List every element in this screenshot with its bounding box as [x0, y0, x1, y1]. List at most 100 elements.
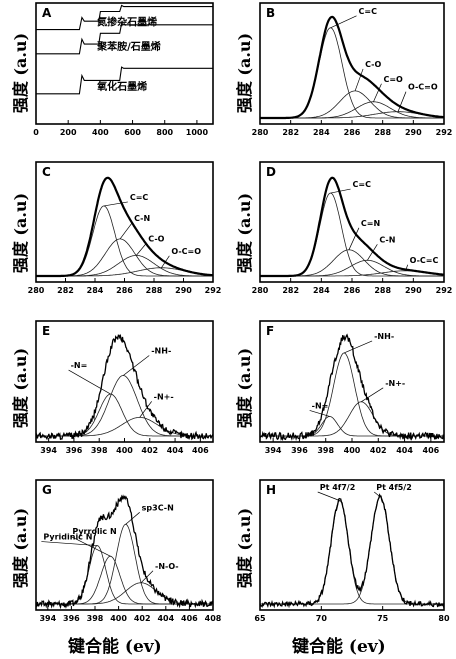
component-peak	[260, 90, 444, 119]
x-tick-label: 400	[344, 446, 361, 455]
peak-leader	[317, 491, 340, 501]
peak-leader	[136, 243, 147, 256]
panel-frame	[35, 2, 214, 125]
peak-leader	[140, 570, 154, 583]
series-label: 氧化石墨烯	[96, 80, 147, 93]
peak-label: -NH-	[151, 346, 171, 355]
peak-label: C-O	[365, 60, 381, 69]
y-axis-label-row3: 强度 (a.u)	[11, 347, 31, 428]
peak-label: C=C	[353, 180, 372, 189]
peak-label: -N-O-	[155, 562, 179, 571]
peak-leader	[103, 201, 128, 207]
component-peak	[36, 255, 213, 277]
panel-g: 394 396 398 400 402 404 406 408 G Pyridinic NPyrr…	[35, 479, 222, 623]
x-tick-label: 402	[370, 446, 387, 455]
panel-d: 280 282 284 286 288 290 292 D C=C C=N C-N O-C=C	[252, 161, 452, 295]
x-tick-label: 402	[141, 446, 158, 455]
panel-frame	[259, 2, 445, 125]
x-tick-label: 290	[405, 286, 422, 295]
x-tick-label: 75	[377, 614, 389, 623]
x-tick-label: 282	[57, 286, 74, 295]
x-tick-label: 280	[252, 128, 269, 137]
component-peak	[260, 352, 444, 437]
total-spectrum	[259, 493, 445, 609]
x-tick-label: 286	[344, 128, 361, 137]
x-tick-label: 396	[66, 446, 83, 455]
x-tick-label: 282	[282, 286, 299, 295]
x-tick-label: 404	[157, 614, 174, 623]
y-axis-label-row4: 强度 (a.u)	[11, 507, 31, 588]
x-tick-label: 398	[91, 446, 108, 455]
peak-leader	[70, 535, 111, 557]
peak-label: -N+-	[385, 379, 405, 388]
x-tick-label: 284	[87, 286, 104, 295]
x-tick-label: 280	[252, 286, 269, 295]
component-peak	[260, 27, 444, 119]
x-tick-label: 288	[146, 286, 163, 295]
peak-label: O-C=C	[410, 256, 439, 265]
x-tick-label: 396	[63, 614, 80, 623]
x-tick-label: 70	[316, 614, 328, 623]
series-label: 聚苯胺/石墨烯	[96, 40, 161, 53]
panel-letter: F	[266, 324, 274, 338]
panel-h: 65 70 75 80 H Pt 4f7/2 Pt 4f5/2	[254, 479, 450, 623]
panel-e: 394 396 398 400 402 404 406 E -N= -NH- -N+-	[35, 320, 214, 455]
series-line	[36, 66, 213, 95]
peak-leader	[139, 401, 152, 418]
peak-label: C-N	[379, 235, 395, 244]
x-tick-label: 1000	[186, 128, 209, 137]
peak-leader	[161, 255, 170, 268]
component-peak	[260, 101, 444, 119]
peak-label: Pt 4f7/2	[320, 483, 356, 492]
component-peak	[260, 416, 444, 437]
peak-leader	[354, 68, 364, 92]
peak-label: -N=	[71, 361, 88, 370]
peak-label: Pyridinic N	[43, 533, 92, 542]
peak-leader	[41, 541, 98, 546]
panel-letter: E	[42, 324, 50, 338]
peak-label: C=C	[359, 7, 378, 16]
y-axis-label-row1: 强度 (a.u)	[11, 32, 31, 113]
peak-leader	[348, 227, 360, 250]
x-axis-label-left: 键合能 (ev)	[68, 637, 162, 657]
series-line	[36, 4, 213, 31]
panel-letter: B	[266, 6, 275, 20]
x-tick-label: 404	[396, 446, 413, 455]
x-tick-label: 394	[265, 446, 282, 455]
peak-leader	[361, 387, 384, 403]
panel-f: 394 396 398 400 402 404 406 F -N= -NH- -N+-	[259, 320, 445, 455]
x-tick-label: 600	[124, 128, 141, 137]
peak-label: C=C	[130, 193, 149, 202]
x-tick-label: 394	[39, 614, 56, 623]
series-label: 氮掺杂石墨烯	[97, 16, 157, 29]
x-tick-label: 404	[167, 446, 184, 455]
component-peak	[260, 496, 444, 605]
x-tick-label: 280	[28, 286, 45, 295]
x-tick-label: 398	[87, 614, 104, 623]
total-spectrum	[36, 176, 213, 278]
peak-label: Pt 4f5/2	[376, 483, 412, 492]
x-tick-label: 400	[116, 446, 133, 455]
panel-letter: G	[42, 483, 52, 497]
total-spectrum	[259, 333, 445, 442]
panel-letter: H	[266, 483, 276, 497]
x-tick-label: 288	[374, 286, 391, 295]
peak-leader	[330, 15, 357, 29]
x-tick-label: 65	[254, 614, 266, 623]
peak-label: sp3C-N	[142, 503, 174, 512]
x-tick-label: 394	[40, 446, 57, 455]
peak-label: C-O	[148, 234, 164, 243]
component-peak	[260, 500, 444, 605]
x-tick-label: 408	[205, 614, 222, 623]
x-tick-label: 290	[405, 128, 422, 137]
peak-leader	[367, 244, 378, 261]
component-peak	[36, 555, 213, 605]
peak-label: C-N	[134, 214, 150, 223]
total-spectrum	[260, 176, 445, 278]
y-axis-label-row2-right: 强度 (a.u)	[235, 192, 255, 273]
panel-frame	[259, 320, 445, 443]
y-axis-label-row1-right: 强度 (a.u)	[235, 32, 255, 113]
peak-label: O-C=O	[408, 83, 438, 92]
